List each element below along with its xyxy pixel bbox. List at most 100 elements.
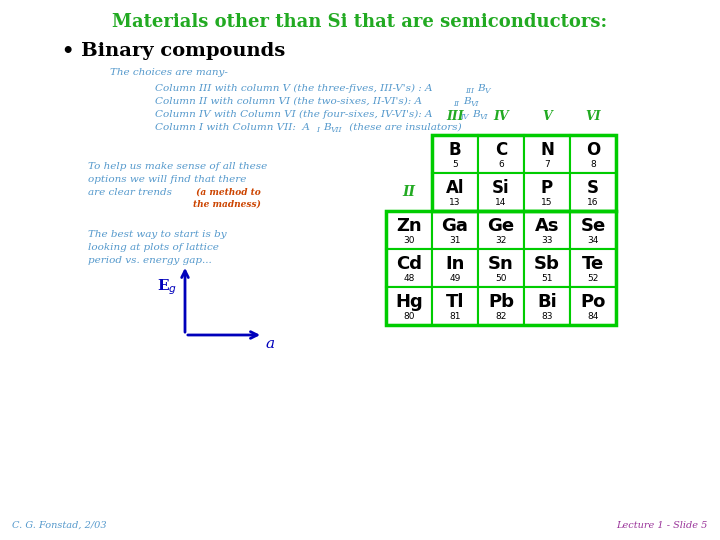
Text: To help us make sense of all these: To help us make sense of all these xyxy=(88,162,267,171)
Text: Pb: Pb xyxy=(488,293,514,311)
Text: Se: Se xyxy=(580,217,606,235)
Text: Ge: Ge xyxy=(487,217,515,235)
Text: Bi: Bi xyxy=(537,293,557,311)
Text: Te: Te xyxy=(582,255,604,273)
Bar xyxy=(478,211,524,249)
Text: Al: Al xyxy=(446,179,464,197)
Bar xyxy=(386,211,432,249)
Text: V: V xyxy=(542,110,552,123)
Text: III: III xyxy=(446,110,464,123)
Text: C. G. Fonstad, 2/03: C. G. Fonstad, 2/03 xyxy=(12,521,107,530)
Bar xyxy=(432,249,478,287)
Text: the madness): the madness) xyxy=(193,200,261,209)
Text: 5: 5 xyxy=(452,160,458,169)
Text: VII: VII xyxy=(331,126,343,134)
Text: 16: 16 xyxy=(588,198,599,207)
Text: B: B xyxy=(449,141,462,159)
Text: are clear trends: are clear trends xyxy=(88,188,172,197)
Text: P: P xyxy=(541,179,553,197)
Text: 84: 84 xyxy=(588,312,599,321)
Bar xyxy=(570,173,616,211)
Text: B: B xyxy=(472,110,480,119)
Text: 15: 15 xyxy=(541,198,553,207)
Text: Lecture 1 - Slide 5: Lecture 1 - Slide 5 xyxy=(616,521,708,530)
Text: options we will find that there: options we will find that there xyxy=(88,175,246,184)
Text: 51: 51 xyxy=(541,274,553,283)
Bar xyxy=(432,287,478,325)
Text: C: C xyxy=(495,141,507,159)
Text: The best way to start is by: The best way to start is by xyxy=(88,230,227,239)
Text: 31: 31 xyxy=(449,236,461,245)
Bar xyxy=(432,173,478,211)
Text: VI: VI xyxy=(480,113,488,121)
Bar xyxy=(386,287,432,325)
Bar xyxy=(478,173,524,211)
Text: I: I xyxy=(316,126,319,134)
Text: 13: 13 xyxy=(449,198,461,207)
Text: II: II xyxy=(402,185,415,199)
Text: B: B xyxy=(477,84,485,93)
Text: In: In xyxy=(445,255,464,273)
Text: 52: 52 xyxy=(588,274,599,283)
Text: 34: 34 xyxy=(588,236,599,245)
Bar xyxy=(386,249,432,287)
Bar xyxy=(524,287,570,325)
Text: Column II with column VI (the two-sixes, II-VI's): A: Column II with column VI (the two-sixes,… xyxy=(155,97,422,106)
Text: 30: 30 xyxy=(403,236,415,245)
Bar xyxy=(432,135,478,173)
Text: 80: 80 xyxy=(403,312,415,321)
Bar xyxy=(432,211,478,249)
Bar xyxy=(570,211,616,249)
Text: 49: 49 xyxy=(449,274,461,283)
Bar xyxy=(570,287,616,325)
Text: S: S xyxy=(587,179,599,197)
Bar xyxy=(570,135,616,173)
Text: period vs. energy gap...: period vs. energy gap... xyxy=(88,256,212,265)
Text: E$_g$: E$_g$ xyxy=(157,277,177,297)
Text: 48: 48 xyxy=(403,274,415,283)
Text: Column I with Column VII:  A: Column I with Column VII: A xyxy=(155,123,310,132)
Text: Zn: Zn xyxy=(396,217,422,235)
Text: VI: VI xyxy=(471,100,480,108)
Bar xyxy=(524,135,570,173)
Text: (these are insulators): (these are insulators) xyxy=(346,123,462,132)
Text: B: B xyxy=(323,123,330,132)
Bar xyxy=(478,135,524,173)
Text: 32: 32 xyxy=(495,236,507,245)
Bar xyxy=(570,249,616,287)
Text: 83: 83 xyxy=(541,312,553,321)
Text: 81: 81 xyxy=(449,312,461,321)
Text: Ga: Ga xyxy=(441,217,469,235)
Text: Sb: Sb xyxy=(534,255,560,273)
Text: As: As xyxy=(535,217,559,235)
Text: Hg: Hg xyxy=(395,293,423,311)
Text: VI: VI xyxy=(585,110,600,123)
Text: Si: Si xyxy=(492,179,510,197)
Bar xyxy=(478,287,524,325)
Bar xyxy=(432,135,616,211)
Text: 8: 8 xyxy=(590,160,596,169)
Bar xyxy=(524,249,570,287)
Text: The choices are many-: The choices are many- xyxy=(110,68,228,77)
Text: Column IV with Column VI (the four-sixes, IV-VI's): A: Column IV with Column VI (the four-sixes… xyxy=(155,110,433,119)
Text: Po: Po xyxy=(580,293,606,311)
Bar xyxy=(478,249,524,287)
Text: IV: IV xyxy=(460,113,469,121)
Text: II: II xyxy=(453,100,459,108)
Text: 33: 33 xyxy=(541,236,553,245)
Text: III: III xyxy=(465,87,474,95)
Text: (a method to: (a method to xyxy=(193,188,261,197)
Text: a: a xyxy=(265,337,274,351)
Text: V: V xyxy=(485,87,490,95)
Text: 6: 6 xyxy=(498,160,504,169)
Bar xyxy=(524,173,570,211)
Text: Sn: Sn xyxy=(488,255,514,273)
Text: 50: 50 xyxy=(495,274,507,283)
Text: 7: 7 xyxy=(544,160,550,169)
Bar xyxy=(524,211,570,249)
Text: IV: IV xyxy=(493,110,509,123)
Text: Cd: Cd xyxy=(396,255,422,273)
Text: O: O xyxy=(586,141,600,159)
Text: looking at plots of lattice: looking at plots of lattice xyxy=(88,243,219,252)
Text: • Binary compounds: • Binary compounds xyxy=(62,42,285,60)
